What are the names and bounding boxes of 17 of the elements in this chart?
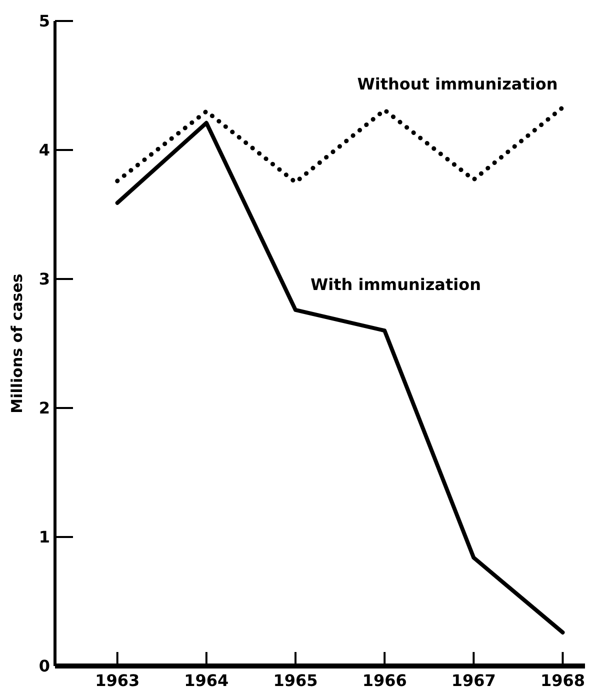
x-tick-label: 1967 bbox=[451, 671, 496, 690]
x-tick-label: 1964 bbox=[184, 671, 229, 690]
x-tick-label: 1968 bbox=[540, 671, 585, 690]
series-label: With immunization bbox=[310, 274, 481, 294]
line-series bbox=[115, 105, 565, 184]
y-axis-title: Millions of cases bbox=[8, 274, 26, 414]
y-tick-label: 2 bbox=[38, 398, 50, 418]
x-tick-label: 1965 bbox=[273, 671, 318, 690]
y-tick-label: 1 bbox=[38, 528, 50, 547]
series-label: Without immunization bbox=[357, 74, 558, 94]
y-tick-label: 3 bbox=[38, 270, 50, 289]
line-series bbox=[115, 120, 565, 634]
x-tick-label: 1966 bbox=[362, 671, 407, 690]
y-tick-label: 0 bbox=[38, 656, 50, 676]
x-tick-label: 1963 bbox=[95, 671, 140, 690]
y-tick-label: 4 bbox=[38, 140, 50, 160]
y-tick-label: 5 bbox=[38, 12, 50, 31]
